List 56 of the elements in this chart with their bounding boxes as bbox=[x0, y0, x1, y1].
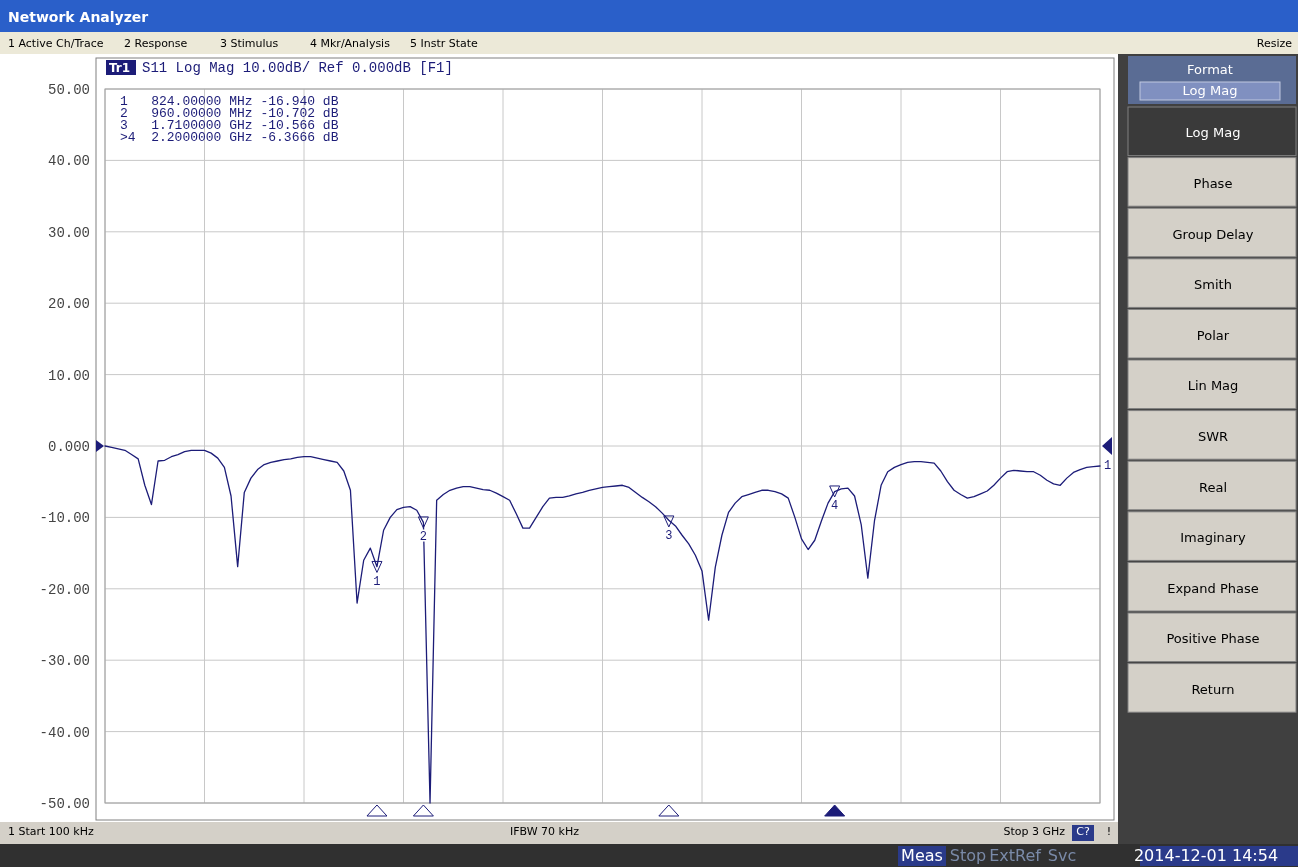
text: Resize bbox=[1256, 37, 1293, 50]
text: Positive Phase bbox=[1166, 631, 1260, 647]
text: Svc bbox=[1047, 846, 1077, 865]
text: Polar bbox=[1196, 327, 1230, 343]
y-tick-label: -20.00 bbox=[39, 581, 90, 598]
annotation: >4 2.2000000 GHz -6.3666 dB bbox=[120, 130, 339, 145]
y-tick-label: -30.00 bbox=[39, 653, 90, 670]
text: Real bbox=[1198, 479, 1228, 495]
text: 5 Instr State bbox=[410, 37, 479, 50]
text: IFBW 70 kHz bbox=[510, 825, 580, 838]
text: Tr1 bbox=[109, 61, 131, 75]
text: 2014-12-01 14:54 bbox=[1133, 846, 1279, 865]
text: Format bbox=[1187, 62, 1233, 77]
text: 2 Response bbox=[124, 37, 188, 50]
point bbox=[417, 516, 429, 529]
chart-title: Network Analyzer bbox=[8, 9, 149, 25]
annotation: 2 960.00000 MHz -10.702 dB bbox=[120, 106, 339, 121]
chart-subtitle: S11 Log Mag 10.00dB/ Ref 0.000dB [F1] bbox=[142, 60, 453, 76]
y-tick-label: -40.00 bbox=[39, 724, 90, 741]
annotation: 1 bbox=[373, 574, 381, 589]
text: Meas bbox=[901, 846, 943, 865]
y-tick-label: -50.00 bbox=[39, 796, 90, 812]
text: 4 Mkr/Analysis bbox=[310, 37, 391, 50]
text: Log Mag bbox=[1182, 83, 1238, 98]
y-tick-label: -10.00 bbox=[39, 510, 90, 527]
text: Log Mag bbox=[1185, 125, 1241, 141]
text: ! bbox=[1106, 825, 1112, 838]
text: Group Delay bbox=[1172, 226, 1254, 242]
y-tick-label: 0.000 bbox=[47, 439, 90, 455]
text: Stop 3 GHz bbox=[1003, 825, 1066, 838]
annotation: 1 824.00000 MHz -16.940 dB bbox=[120, 94, 339, 109]
annotation: 4 bbox=[831, 499, 839, 514]
y-tick-label: 20.00 bbox=[47, 296, 90, 313]
y-tick-label: 50.00 bbox=[47, 82, 90, 98]
text: 1 Start 100 kHz bbox=[8, 825, 94, 838]
point bbox=[371, 560, 383, 573]
point bbox=[663, 515, 675, 528]
text: Imaginary bbox=[1180, 530, 1247, 546]
text: Phase bbox=[1193, 175, 1233, 191]
annotation: 3 bbox=[665, 529, 673, 544]
y-tick-label: 40.00 bbox=[47, 153, 90, 170]
text: C? bbox=[1076, 825, 1090, 838]
text: 1 bbox=[1104, 459, 1112, 473]
text: Lin Mag bbox=[1187, 378, 1239, 394]
text: Expand Phase bbox=[1167, 580, 1259, 596]
text: 3 Stimulus bbox=[220, 37, 279, 50]
text: Smith bbox=[1194, 277, 1232, 293]
annotation: 3 1.7100000 GHz -10.566 dB bbox=[120, 118, 339, 133]
text: Stop bbox=[949, 846, 987, 865]
y-tick-label: 10.00 bbox=[47, 367, 90, 384]
text: Return bbox=[1191, 681, 1235, 697]
text: ExtRef bbox=[989, 846, 1042, 865]
text: SWR bbox=[1197, 428, 1229, 444]
text: 1 Active Ch/Trace bbox=[8, 37, 104, 50]
y-tick-label: 30.00 bbox=[47, 224, 90, 241]
point bbox=[829, 485, 841, 498]
